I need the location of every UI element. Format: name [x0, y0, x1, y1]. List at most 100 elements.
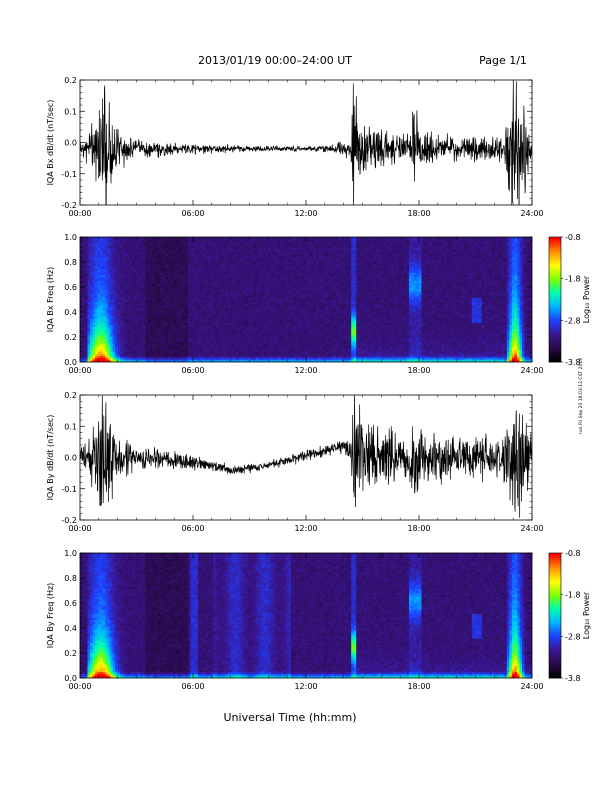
y-axis-label: IQA Bx dB/dt (nT/sec) — [46, 100, 55, 186]
x-tick-label: 00:00 — [68, 682, 91, 691]
x-tick-label: 06:00 — [181, 524, 204, 533]
colorbar-step — [549, 353, 561, 357]
colorbar-step — [549, 584, 561, 587]
colorbar-step — [549, 553, 561, 556]
colorbar-label: Log₁₀ Power — [582, 591, 591, 639]
y-tick-label: 0.4 — [64, 308, 77, 317]
colorbar-step — [549, 253, 561, 257]
colorbar-step — [549, 655, 561, 658]
colorbar-step — [549, 580, 561, 583]
colorbar-step — [549, 675, 561, 679]
page-title: 2013/01/19 00:00–24:00 UT — [198, 54, 352, 67]
colorbar-step — [549, 245, 561, 248]
colorbar-step — [549, 301, 561, 305]
series-trace — [80, 80, 532, 205]
colorbar-step — [549, 282, 561, 286]
colorbar-step — [549, 239, 561, 242]
colorbar-step — [549, 578, 561, 581]
colorbar-step — [549, 667, 561, 671]
x-tick-label: 12:00 — [294, 682, 317, 691]
x-tick-label: 18:00 — [407, 209, 430, 218]
colorbar-step — [549, 339, 561, 342]
colorbar-step — [549, 557, 561, 560]
colorbar-step — [549, 569, 561, 573]
spectrogram-cells — [80, 237, 532, 362]
colorbar-step — [549, 324, 561, 327]
x-tick-label: 06:00 — [181, 366, 204, 375]
colorbar-step — [549, 603, 561, 606]
colorbar-step — [549, 650, 561, 654]
colorbar-step — [549, 590, 561, 593]
colorbar-step — [549, 255, 561, 259]
colorbar-step — [549, 274, 561, 277]
colorbar-tick-label: -1.8 — [565, 275, 581, 284]
y-tick-label: 0.0 — [64, 454, 77, 463]
colorbar-step — [549, 565, 561, 568]
colorbar-step — [549, 303, 561, 307]
colorbar-step — [549, 613, 561, 616]
y-tick-label: -0.1 — [61, 170, 77, 179]
colorbar-step — [549, 276, 561, 280]
colorbar-step — [549, 343, 561, 346]
colorbar-step — [549, 289, 561, 292]
colorbar-step — [549, 636, 561, 639]
colorbar-step — [549, 563, 561, 566]
x-tick-label: 12:00 — [294, 366, 317, 375]
colorbar-step — [549, 661, 561, 664]
colorbar-step — [549, 266, 561, 269]
colorbar-step — [549, 607, 561, 610]
x-tick-label: 00:00 — [68, 209, 91, 218]
x-tick-label: 06:00 — [181, 209, 204, 218]
colorbar-step — [549, 588, 561, 591]
colorbar-step — [549, 243, 561, 246]
run-timestamp: run Fri Sep 20 18:03:12 CST 2019 — [578, 358, 584, 434]
y-tick-label: 1.0 — [64, 233, 77, 242]
colorbar-step — [549, 322, 561, 325]
colorbar-step — [549, 307, 561, 311]
colorbar-step — [549, 291, 561, 294]
colorbar-step — [549, 357, 561, 361]
colorbar-step — [549, 259, 561, 263]
colorbar-step — [549, 573, 561, 577]
colorbar-step — [549, 640, 561, 643]
colorbar-tick-label: -3.8 — [565, 358, 581, 367]
colorbar-step — [549, 615, 561, 618]
colorbar-step — [549, 262, 561, 265]
colorbar-step — [549, 638, 561, 641]
colorbar-step — [549, 659, 561, 662]
x-tick-label: 06:00 — [181, 682, 204, 691]
colorbar-step — [549, 600, 561, 604]
colorbar-step — [549, 237, 561, 240]
panels: 00:00 06:00 12:00 18:00 24:00 -0.2 -0.1 0.0 0.1 0… — [46, 76, 591, 691]
x-tick-label: 24:00 — [520, 524, 543, 533]
y-tick-label: 0.2 — [64, 649, 77, 658]
y-tick-label: 0.6 — [64, 283, 77, 292]
colorbar-step — [549, 642, 561, 646]
x-tick-label: 24:00 — [520, 366, 543, 375]
colorbar: -0.8 -1.8 -2.8 -3.8 Log₁₀ Power — [548, 549, 591, 683]
colorbar-step — [549, 657, 561, 660]
colorbar-step — [549, 257, 561, 261]
colorbar-step — [549, 247, 561, 250]
colorbar-step — [549, 314, 561, 317]
colorbar-tick-label: -0.8 — [565, 549, 581, 558]
colorbar-step — [549, 571, 561, 575]
colorbar-step — [549, 648, 561, 652]
y-tick-label: 0.8 — [64, 258, 77, 267]
x-tick-label: 18:00 — [407, 682, 430, 691]
colorbar-step — [549, 312, 561, 315]
y-tick-label: 1.0 — [64, 549, 77, 558]
panel-4: -0.8 -1.8 -2.8 -3.8 Log₁₀ Power 00:00 06:00 12:… — [46, 549, 591, 691]
panel-1: 00:00 06:00 12:00 18:00 24:00 -0.2 -0.1 0.0 0.1 0… — [46, 76, 544, 218]
colorbar-step — [549, 665, 561, 668]
colorbar-step — [549, 619, 561, 623]
colorbar-step — [549, 297, 561, 300]
colorbar-step — [549, 559, 561, 562]
y-tick-label: 0.1 — [64, 107, 77, 116]
colorbar-step — [549, 316, 561, 319]
colorbar-step — [549, 623, 561, 627]
colorbar-step — [549, 598, 561, 602]
colorbar-step — [549, 349, 561, 352]
x-tick-label: 12:00 — [294, 524, 317, 533]
